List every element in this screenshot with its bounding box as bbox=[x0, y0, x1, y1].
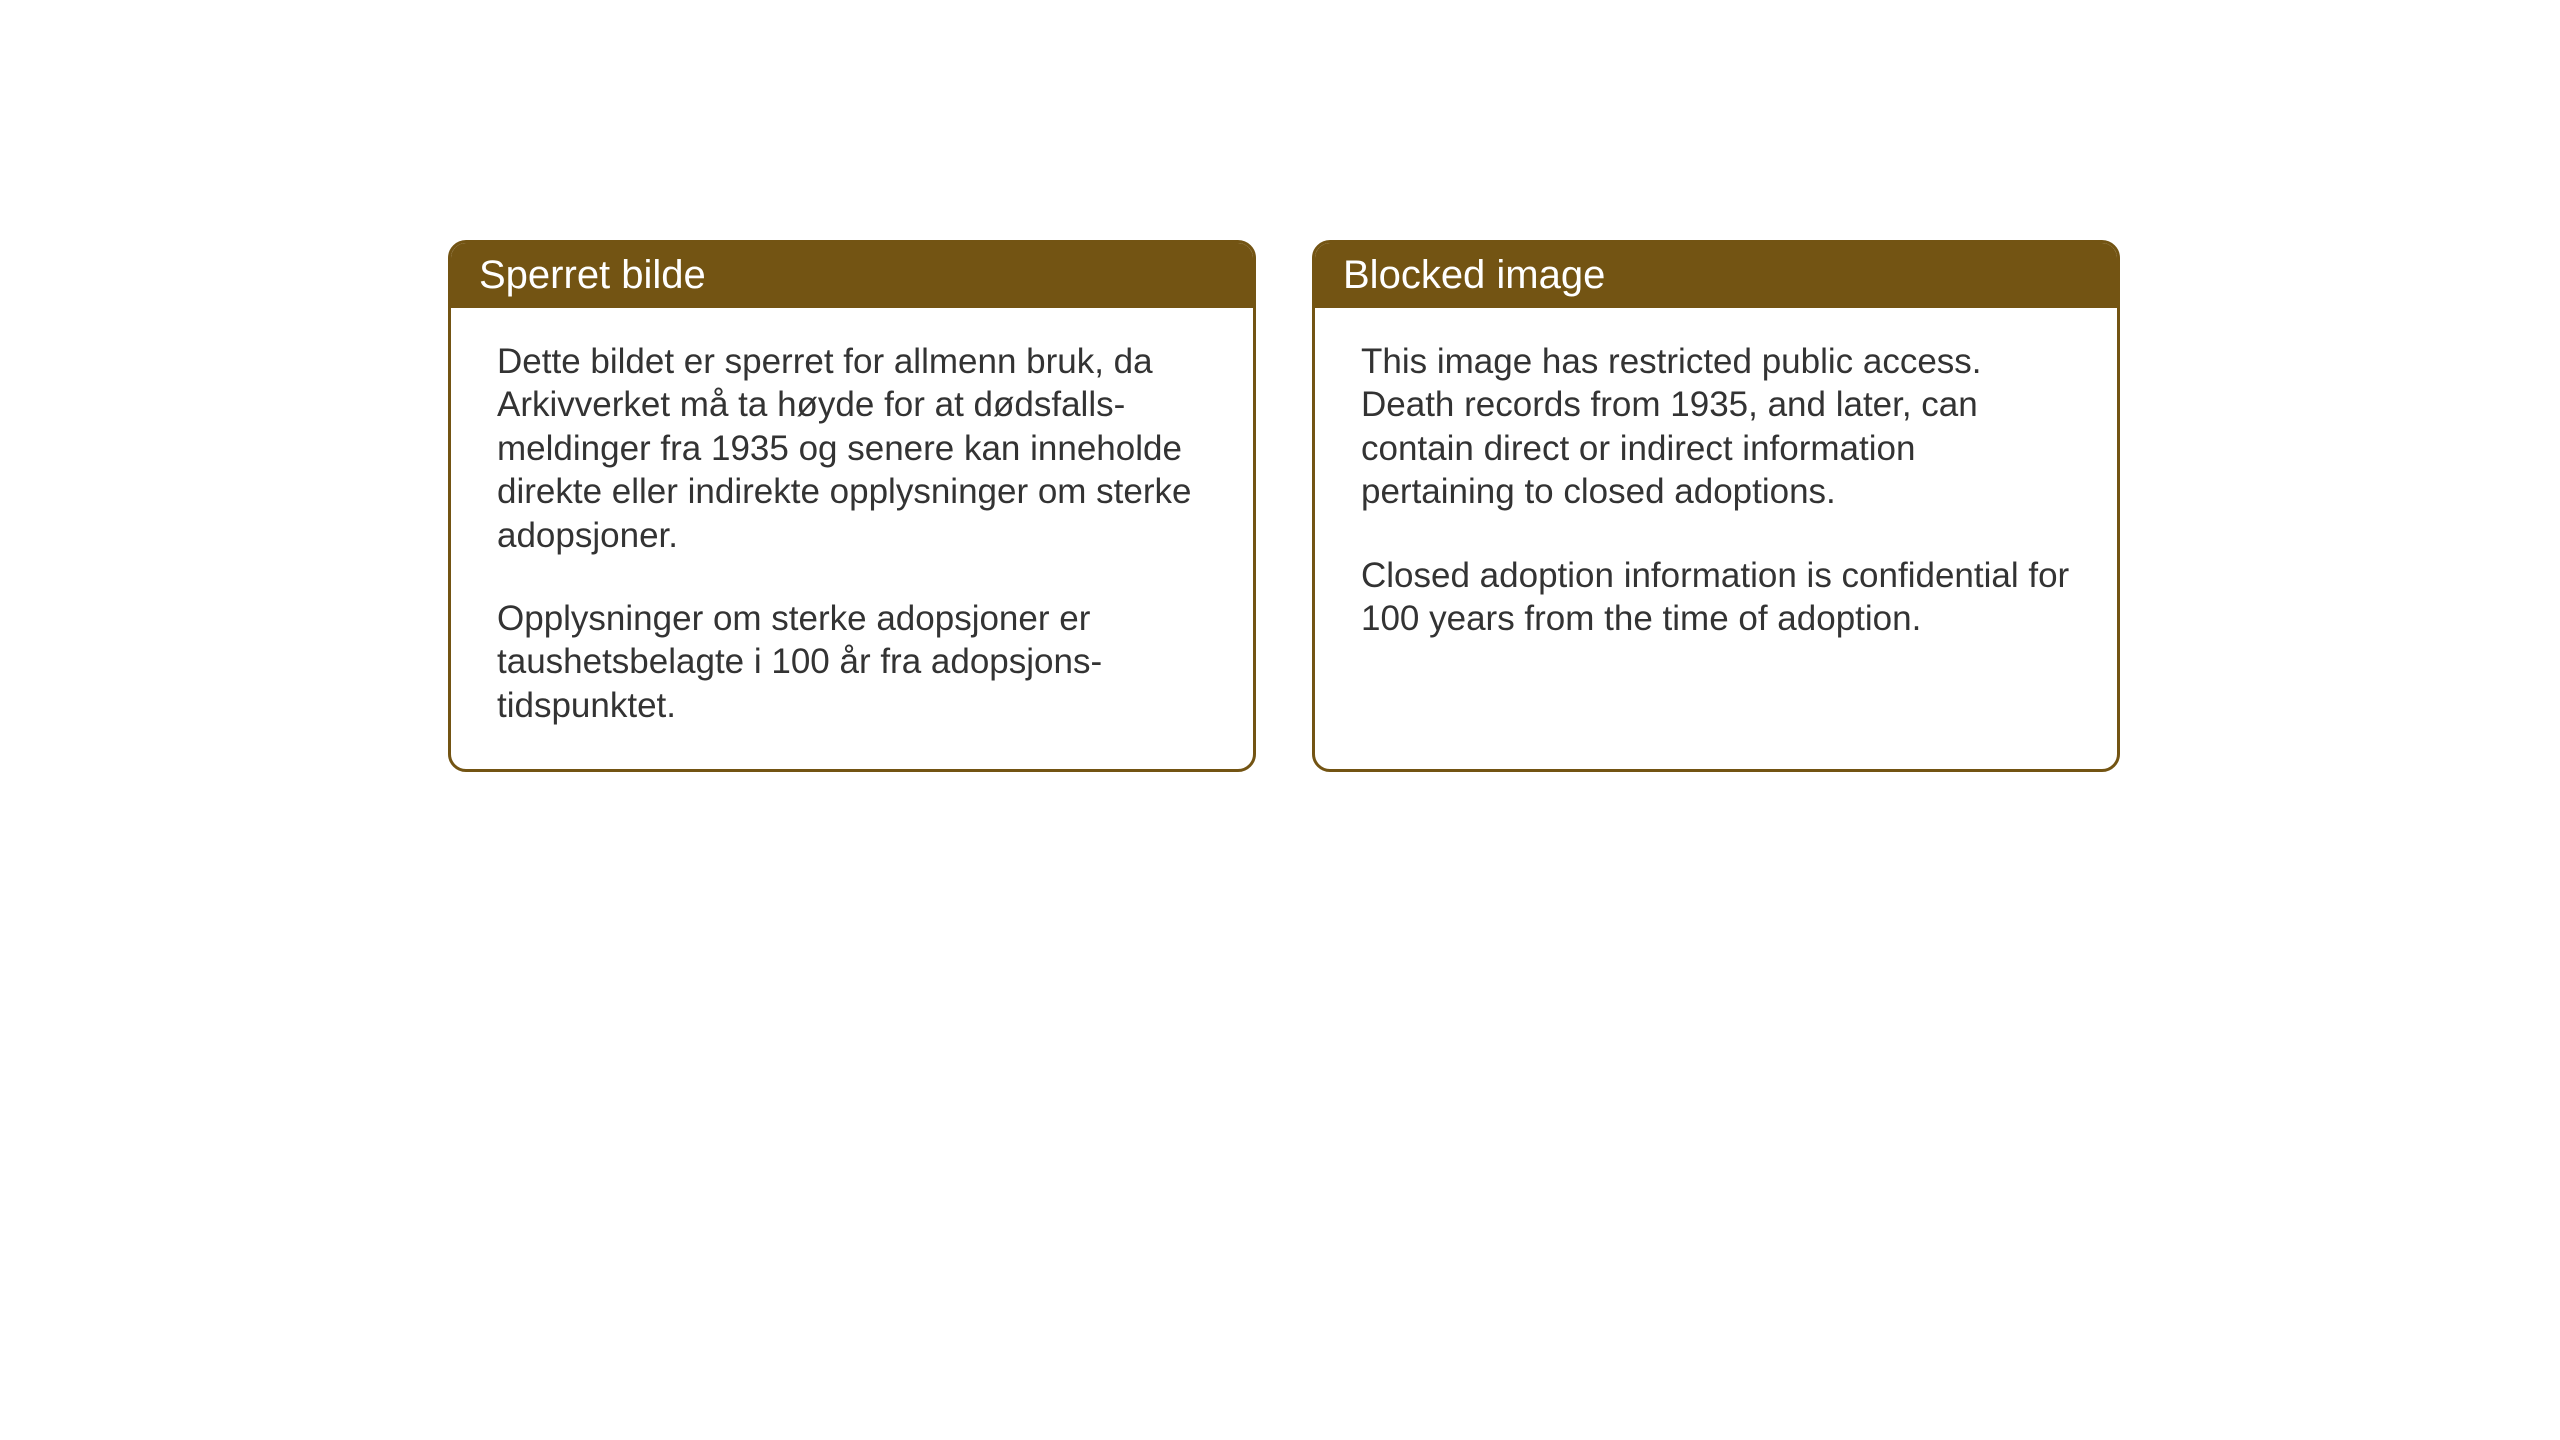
card-english-header: Blocked image bbox=[1315, 243, 2117, 308]
card-norwegian-body: Dette bildet er sperret for allmenn bruk… bbox=[451, 308, 1253, 769]
card-norwegian-paragraph-2: Opplysninger om sterke adopsjoner er tau… bbox=[497, 597, 1207, 727]
cards-container: Sperret bilde Dette bildet er sperret fo… bbox=[448, 240, 2120, 772]
card-english: Blocked image This image has restricted … bbox=[1312, 240, 2120, 772]
card-norwegian-header: Sperret bilde bbox=[451, 243, 1253, 308]
card-english-title: Blocked image bbox=[1343, 253, 1605, 297]
card-english-paragraph-1: This image has restricted public access.… bbox=[1361, 340, 2071, 514]
card-english-body: This image has restricted public access.… bbox=[1315, 308, 2117, 682]
card-norwegian-title: Sperret bilde bbox=[479, 253, 706, 297]
card-english-paragraph-2: Closed adoption information is confident… bbox=[1361, 554, 2071, 641]
card-norwegian-paragraph-1: Dette bildet er sperret for allmenn bruk… bbox=[497, 340, 1207, 557]
card-norwegian: Sperret bilde Dette bildet er sperret fo… bbox=[448, 240, 1256, 772]
